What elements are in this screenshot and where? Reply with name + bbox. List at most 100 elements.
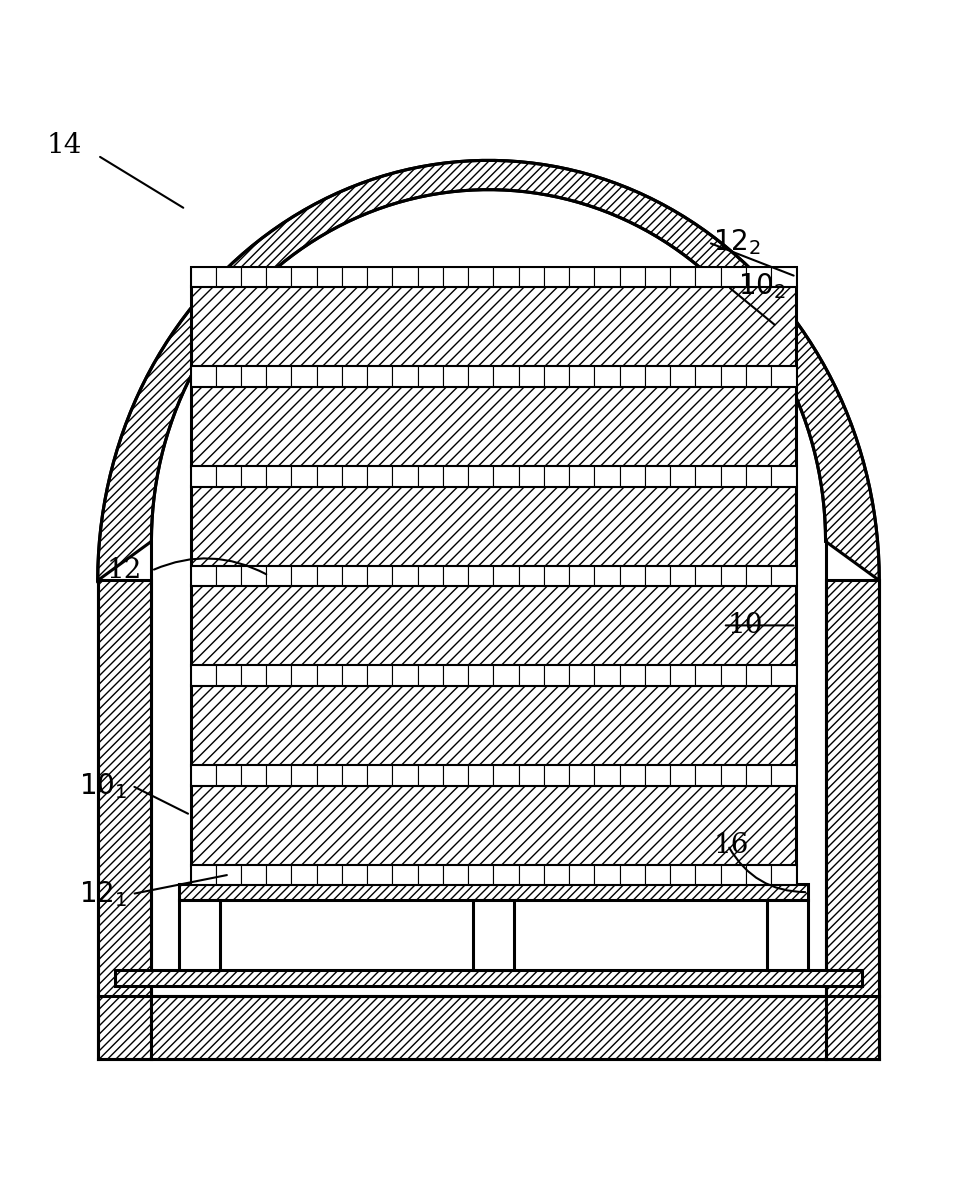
Bar bbox=[569, 766, 594, 785]
Bar bbox=[443, 566, 468, 586]
Bar bbox=[493, 266, 519, 287]
Bar bbox=[519, 865, 544, 884]
Bar bbox=[619, 266, 645, 287]
Bar bbox=[367, 766, 393, 785]
Bar bbox=[745, 266, 771, 287]
Bar bbox=[473, 900, 514, 971]
Bar bbox=[393, 666, 417, 685]
Text: $12_2$: $12_2$ bbox=[713, 228, 761, 257]
Bar bbox=[191, 287, 796, 366]
Bar bbox=[826, 581, 879, 1060]
Bar bbox=[418, 766, 443, 785]
Bar bbox=[191, 766, 796, 785]
Bar bbox=[291, 366, 317, 386]
Bar bbox=[720, 466, 745, 486]
Bar bbox=[367, 466, 393, 486]
Bar bbox=[696, 666, 721, 685]
Bar bbox=[645, 865, 670, 884]
Bar bbox=[619, 666, 645, 685]
Bar bbox=[670, 466, 696, 486]
Bar bbox=[493, 366, 519, 386]
Bar bbox=[696, 766, 721, 785]
Bar bbox=[468, 566, 493, 586]
Bar bbox=[645, 766, 670, 785]
Bar bbox=[493, 766, 519, 785]
Bar bbox=[241, 865, 266, 884]
Bar bbox=[771, 865, 796, 884]
Bar bbox=[493, 666, 519, 685]
Bar bbox=[216, 666, 241, 685]
Bar bbox=[317, 266, 342, 287]
Text: $12_1$: $12_1$ bbox=[79, 880, 127, 908]
Bar bbox=[696, 266, 721, 287]
Bar bbox=[720, 366, 745, 386]
Bar bbox=[619, 466, 645, 486]
Bar bbox=[191, 666, 796, 685]
Bar bbox=[696, 566, 721, 586]
Bar bbox=[544, 666, 569, 685]
Text: $10_1$: $10_1$ bbox=[79, 770, 127, 800]
Bar bbox=[645, 566, 670, 586]
Bar bbox=[393, 266, 417, 287]
Bar bbox=[342, 266, 367, 287]
Bar bbox=[771, 366, 796, 386]
Bar bbox=[342, 865, 367, 884]
Bar bbox=[670, 566, 696, 586]
Bar bbox=[291, 566, 317, 586]
Bar bbox=[745, 666, 771, 685]
Bar bbox=[342, 366, 367, 386]
Bar bbox=[670, 266, 696, 287]
Bar bbox=[241, 466, 266, 486]
Bar bbox=[266, 766, 291, 785]
Bar bbox=[191, 466, 216, 486]
Bar bbox=[367, 266, 393, 287]
Bar bbox=[393, 566, 417, 586]
Bar bbox=[418, 266, 443, 287]
Bar bbox=[393, 766, 417, 785]
Text: 14: 14 bbox=[47, 132, 82, 160]
Bar bbox=[393, 466, 417, 486]
Bar bbox=[767, 900, 808, 971]
Bar bbox=[317, 766, 342, 785]
Bar bbox=[745, 566, 771, 586]
Bar bbox=[342, 766, 367, 785]
Bar bbox=[266, 266, 291, 287]
Bar bbox=[191, 266, 216, 287]
Bar bbox=[771, 266, 796, 287]
Bar bbox=[594, 566, 619, 586]
Bar bbox=[745, 466, 771, 486]
Bar bbox=[443, 865, 468, 884]
Bar bbox=[771, 566, 796, 586]
Bar bbox=[468, 366, 493, 386]
Bar bbox=[594, 666, 619, 685]
Bar bbox=[696, 865, 721, 884]
Bar bbox=[266, 566, 291, 586]
Bar bbox=[191, 685, 796, 766]
Polygon shape bbox=[98, 161, 879, 581]
Bar bbox=[291, 666, 317, 685]
Bar bbox=[266, 466, 291, 486]
Bar bbox=[569, 466, 594, 486]
Bar bbox=[393, 366, 417, 386]
Bar bbox=[151, 996, 826, 1060]
Bar bbox=[720, 566, 745, 586]
Bar bbox=[367, 566, 393, 586]
Bar bbox=[519, 766, 544, 785]
Bar bbox=[191, 666, 216, 685]
Bar bbox=[191, 865, 216, 884]
Bar bbox=[519, 366, 544, 386]
Bar bbox=[493, 466, 519, 486]
Text: $10_2$: $10_2$ bbox=[738, 271, 786, 301]
Bar bbox=[191, 766, 216, 785]
Bar bbox=[645, 466, 670, 486]
Bar bbox=[367, 666, 393, 685]
Bar bbox=[544, 466, 569, 486]
Bar bbox=[443, 266, 468, 287]
Bar bbox=[191, 366, 796, 386]
Text: 10: 10 bbox=[728, 612, 763, 638]
Text: 16: 16 bbox=[713, 832, 748, 859]
Bar bbox=[519, 266, 544, 287]
Bar bbox=[342, 566, 367, 586]
Bar bbox=[771, 466, 796, 486]
Bar bbox=[493, 865, 519, 884]
